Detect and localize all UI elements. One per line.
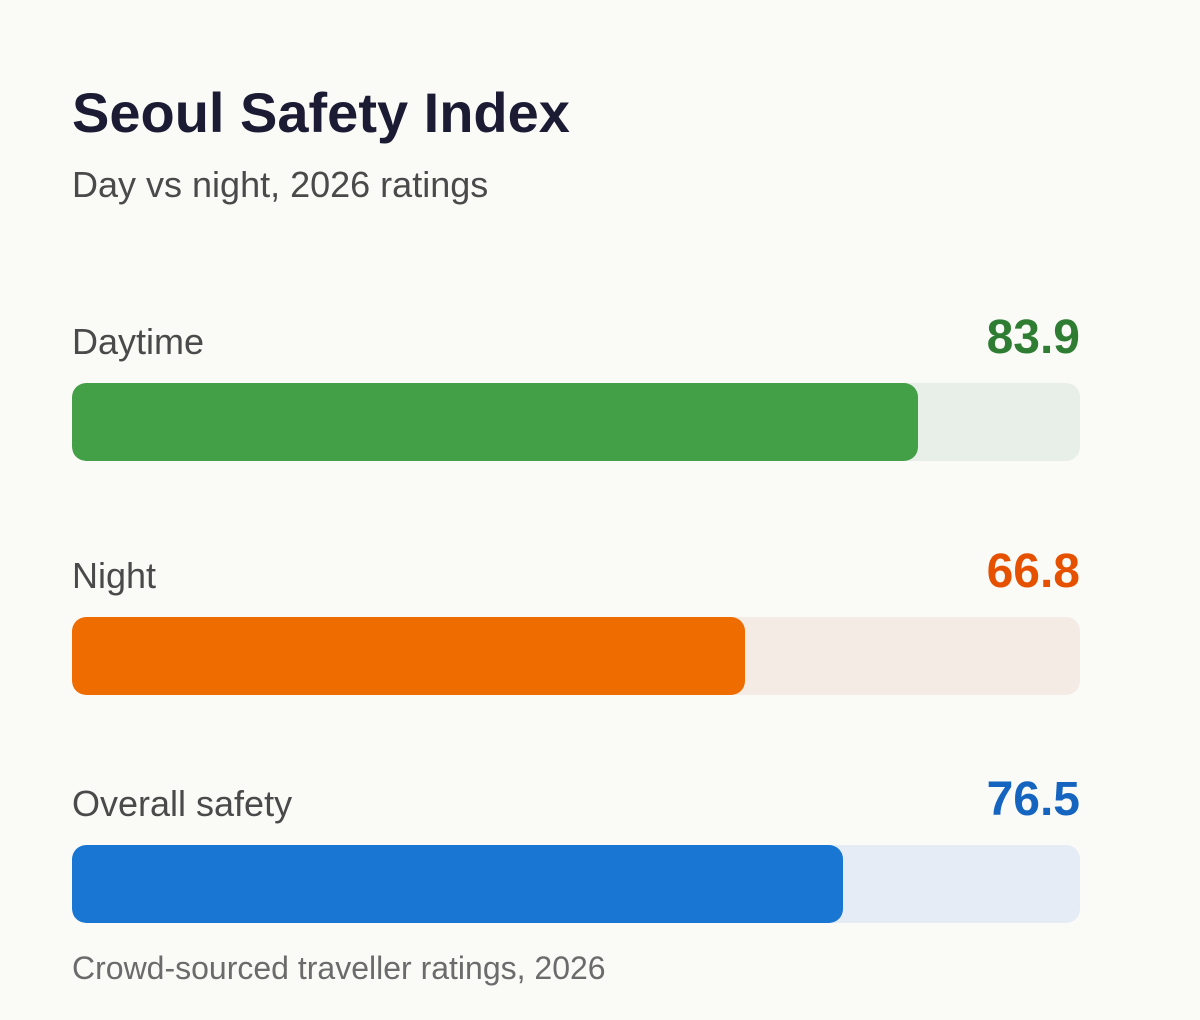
metric-daytime: Daytime 83.9: [72, 311, 1080, 480]
bar-fill-daytime: [72, 383, 918, 461]
metric-overall-safety: Overall safety 76.5: [72, 773, 1080, 942]
metric-label-night: Night: [72, 555, 157, 596]
bar-track-night: [72, 617, 1080, 695]
metric-label-daytime: Daytime: [72, 321, 205, 362]
bar-fill-overall-safety: [72, 845, 844, 923]
metric-night: Night 66.8: [72, 545, 1080, 714]
metric-label-overall-safety: Overall safety: [72, 783, 293, 824]
bar-track-overall-safety: [72, 845, 1080, 923]
chart-subtitle: Day vs night, 2026 ratings: [72, 164, 489, 205]
metric-value-night: 66.8: [986, 545, 1080, 598]
footer-note: Crowd-sourced traveller ratings, 2026: [72, 950, 606, 986]
metric-value-daytime: 83.9: [986, 311, 1080, 364]
bar-track-daytime: [72, 383, 1080, 461]
chart-title: Seoul Safety Index: [72, 81, 570, 144]
metric-value-overall-safety: 76.5: [986, 773, 1080, 826]
bar-fill-night: [72, 617, 746, 695]
